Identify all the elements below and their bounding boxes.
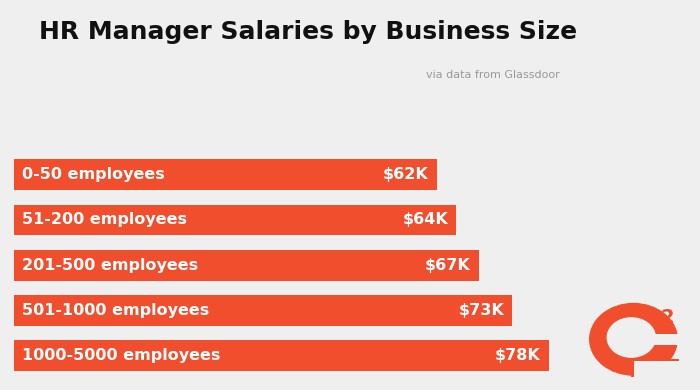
- FancyBboxPatch shape: [14, 340, 549, 371]
- FancyBboxPatch shape: [14, 160, 437, 190]
- FancyBboxPatch shape: [14, 205, 456, 235]
- Text: HR Manager Salaries by Business Size: HR Manager Salaries by Business Size: [39, 20, 577, 44]
- Text: $67K: $67K: [425, 258, 470, 273]
- Text: $64K: $64K: [402, 213, 448, 227]
- Text: 51-200 employees: 51-200 employees: [22, 213, 188, 227]
- Text: 1000-5000 employees: 1000-5000 employees: [22, 348, 221, 363]
- Text: $78K: $78K: [495, 348, 540, 363]
- Text: via data from Glassdoor: via data from Glassdoor: [426, 70, 560, 80]
- Text: $73K: $73K: [458, 303, 504, 318]
- Text: 2: 2: [661, 308, 674, 327]
- Text: 201-500 employees: 201-500 employees: [22, 258, 199, 273]
- FancyBboxPatch shape: [634, 334, 686, 345]
- Text: $62K: $62K: [383, 167, 428, 182]
- Circle shape: [589, 303, 678, 375]
- Circle shape: [608, 318, 655, 357]
- FancyBboxPatch shape: [14, 295, 512, 326]
- FancyBboxPatch shape: [634, 361, 682, 377]
- Text: 501-1000 employees: 501-1000 employees: [22, 303, 210, 318]
- FancyBboxPatch shape: [631, 359, 680, 377]
- FancyBboxPatch shape: [14, 250, 479, 280]
- Text: 0-50 employees: 0-50 employees: [22, 167, 165, 182]
